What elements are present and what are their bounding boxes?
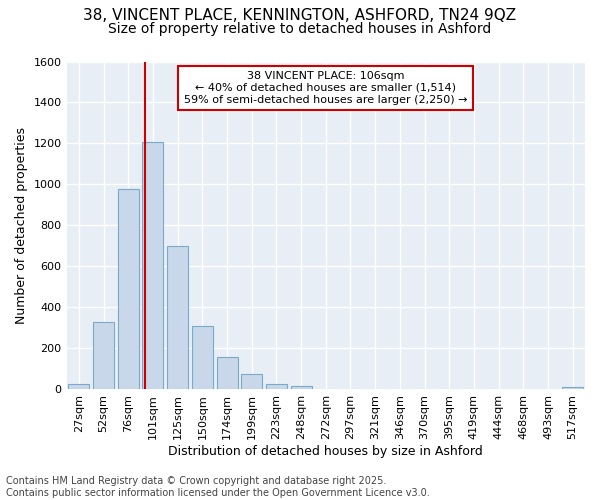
Bar (266, 384, 287, 389)
Bar (68, 384, 89, 389)
Bar (241, 374, 262, 389)
Text: Size of property relative to detached houses in Ashford: Size of property relative to detached ho… (109, 22, 491, 36)
Bar (167, 246, 188, 389)
Text: Contains HM Land Registry data © Crown copyright and database right 2025.
Contai: Contains HM Land Registry data © Crown c… (6, 476, 430, 498)
Bar (118, 190, 139, 389)
Bar (562, 387, 583, 389)
Bar (192, 326, 213, 389)
X-axis label: Distribution of detached houses by size in Ashford: Distribution of detached houses by size … (169, 444, 483, 458)
Text: 38, VINCENT PLACE, KENNINGTON, ASHFORD, TN24 9QZ: 38, VINCENT PLACE, KENNINGTON, ASHFORD, … (83, 8, 517, 22)
Bar (142, 142, 163, 389)
Bar (290, 386, 311, 389)
Bar (93, 322, 114, 389)
Text: 38 VINCENT PLACE: 106sqm
← 40% of detached houses are smaller (1,514)
59% of sem: 38 VINCENT PLACE: 106sqm ← 40% of detach… (184, 72, 467, 104)
Bar (217, 357, 238, 389)
Y-axis label: Number of detached properties: Number of detached properties (15, 126, 28, 324)
